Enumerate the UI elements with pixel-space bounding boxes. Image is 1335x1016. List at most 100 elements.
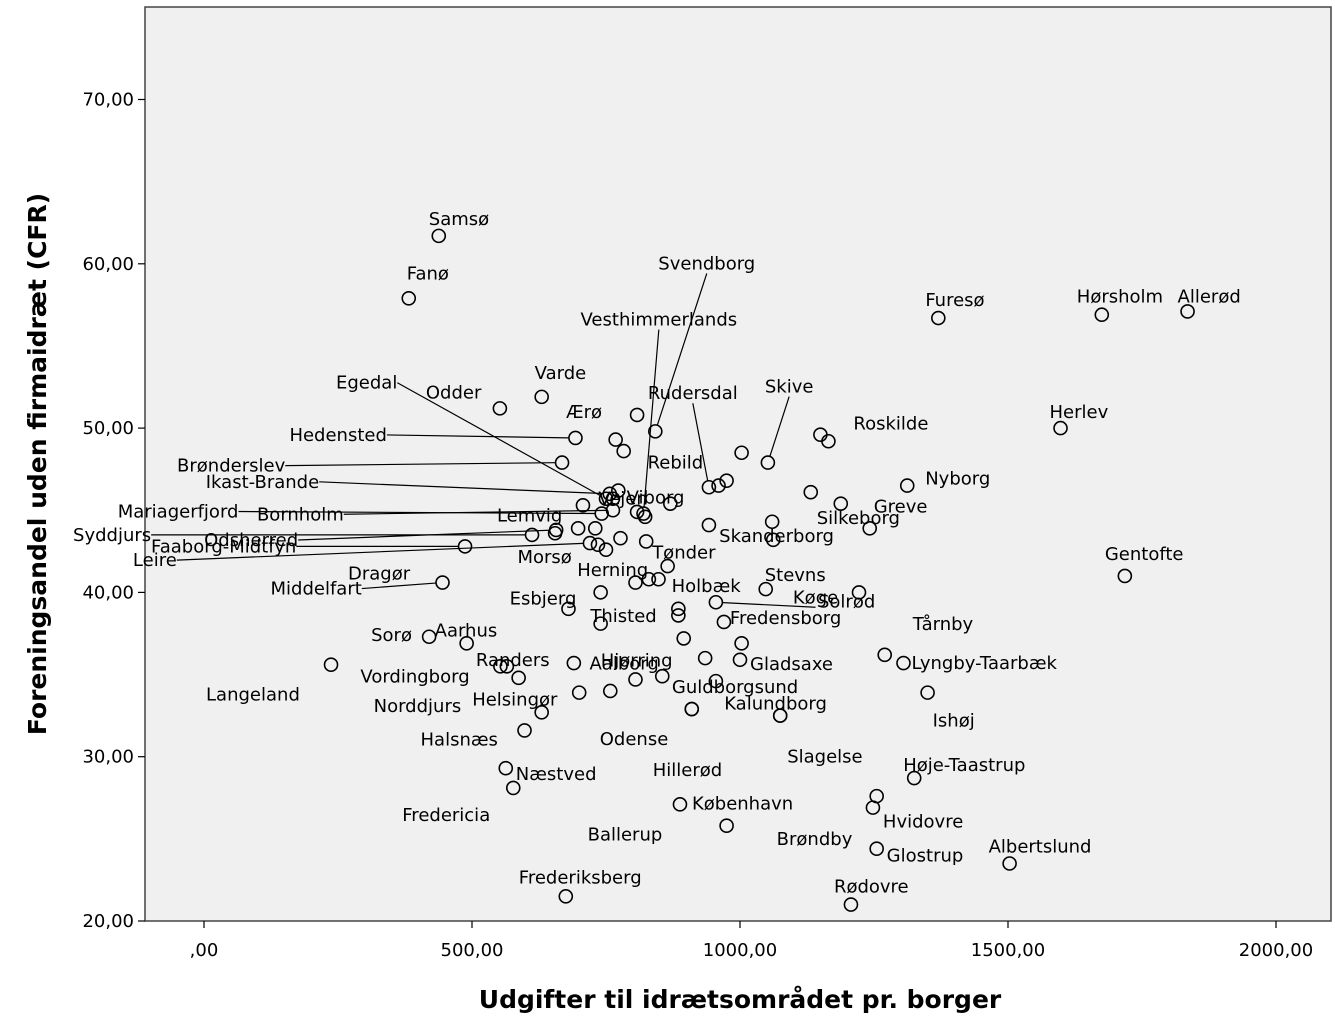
data-point xyxy=(568,430,583,446)
point-label: Aalborg xyxy=(589,653,658,674)
leader-line xyxy=(656,273,708,425)
leader-line xyxy=(176,542,583,561)
point-label: Viborg xyxy=(627,488,685,509)
data-point xyxy=(734,636,749,651)
point-label: Vordingborg xyxy=(360,666,469,687)
y-axis: 20,00 30,00 40,00 50,00 60,00 70,00 xyxy=(82,90,145,932)
x-tick-label: ,00 xyxy=(190,940,219,961)
data-point xyxy=(803,484,819,500)
point-label: Hjørring xyxy=(601,650,673,671)
point-label: Faaborg-Midtfyn xyxy=(151,536,296,557)
data-point xyxy=(931,310,946,326)
point-label: Ishøj xyxy=(933,711,975,732)
point-label: Sorø xyxy=(371,625,412,646)
data-point xyxy=(701,479,717,495)
point-label: Næstved xyxy=(516,764,597,785)
data-point xyxy=(648,424,663,439)
point-label: Fredericia xyxy=(402,805,490,826)
point-label: Rebild xyxy=(648,453,704,474)
data-point xyxy=(734,445,749,461)
x-tick-label: 1500,00 xyxy=(971,940,1045,961)
point-label: Norddjurs xyxy=(374,696,462,717)
data-point xyxy=(672,797,688,812)
point-label: Ballerup xyxy=(588,825,663,846)
leader-line xyxy=(361,582,436,590)
point-label: Køge xyxy=(793,587,838,608)
data-point xyxy=(598,542,614,557)
point-label: Silkeborg xyxy=(817,508,900,529)
data-point xyxy=(671,601,686,617)
point-label: Nyborg xyxy=(925,469,990,490)
data-point xyxy=(896,655,911,671)
data-point xyxy=(654,668,670,684)
data-point xyxy=(1002,856,1017,871)
point-label: Syddjurs xyxy=(73,525,151,546)
data-point xyxy=(1180,304,1195,319)
data-point xyxy=(628,672,643,687)
data-point xyxy=(587,521,603,536)
point-label: Hørsholm xyxy=(1077,287,1163,308)
data-point xyxy=(660,558,675,574)
data-point xyxy=(684,701,700,717)
leader-line xyxy=(386,434,569,439)
data-point xyxy=(671,608,686,623)
point-label: Morsø xyxy=(517,547,571,568)
data-point xyxy=(435,575,450,590)
data-point xyxy=(561,601,576,617)
data-point xyxy=(534,389,549,405)
point-label: Vesthimmerlands xyxy=(581,310,738,331)
data-point xyxy=(628,575,643,590)
data-point xyxy=(492,401,508,416)
leader-lines xyxy=(151,273,816,608)
point-label: Mariagerfjord xyxy=(118,502,239,523)
point-label: Herning xyxy=(577,560,648,581)
data-point xyxy=(772,708,788,723)
data-point xyxy=(554,455,570,470)
data-point xyxy=(851,585,867,600)
point-label: Gentofte xyxy=(1105,544,1184,565)
point-label: Skive xyxy=(765,377,814,398)
data-point xyxy=(833,496,849,511)
data-point xyxy=(613,530,628,546)
point-label: Svendborg xyxy=(658,253,755,274)
point-label: Glostrup xyxy=(887,846,964,867)
point-label: Helsingør xyxy=(472,690,558,711)
point-label: Esbjerg xyxy=(510,588,577,609)
data-point xyxy=(1094,307,1110,323)
data-point xyxy=(701,517,717,533)
point-label: Odder xyxy=(426,382,482,403)
data-point xyxy=(629,407,645,423)
data-point xyxy=(611,483,626,498)
point-label: Fanø xyxy=(407,263,449,284)
point-label: Ikast-Brande xyxy=(206,472,319,493)
point-label: Guldborgsund xyxy=(672,677,798,698)
data-point xyxy=(593,585,608,600)
data-point xyxy=(431,228,447,244)
data-point xyxy=(511,670,526,686)
point-label: Fredensborg xyxy=(730,608,841,629)
leader-line xyxy=(643,329,660,507)
x-axis: ,00 500,00 1000,00 1500,00 2000,00 xyxy=(190,921,1313,961)
point-label: Hillerød xyxy=(653,760,722,781)
point-label: Thisted xyxy=(589,606,656,627)
plot-area xyxy=(144,6,1332,922)
data-point xyxy=(869,788,884,804)
data-point xyxy=(493,659,508,674)
data-point xyxy=(517,723,532,738)
y-tick-label: 70,00 xyxy=(82,90,134,111)
data-point xyxy=(575,498,591,513)
data-point xyxy=(708,594,724,610)
data-point xyxy=(498,760,514,776)
data-point xyxy=(920,685,935,700)
data-points xyxy=(323,228,1195,912)
data-point xyxy=(716,614,732,630)
data-point xyxy=(558,889,574,904)
data-point xyxy=(593,616,608,631)
data-point xyxy=(764,514,780,530)
data-point xyxy=(641,571,657,587)
point-label: Greve xyxy=(874,496,928,517)
data-point xyxy=(457,539,473,554)
data-point xyxy=(629,504,645,520)
point-label: Hvidovre xyxy=(883,812,963,833)
point-label: Hedensted xyxy=(289,425,386,446)
